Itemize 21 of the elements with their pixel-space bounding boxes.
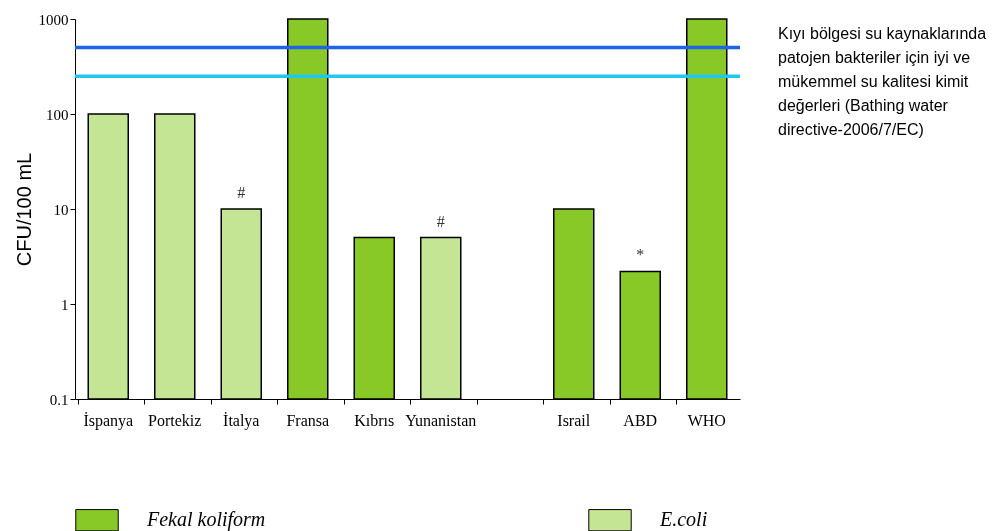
x-tick-label: Kıbrıs [354, 411, 395, 429]
y-tick-label: 1000 [38, 11, 69, 28]
legend-label: Fekal koliform [146, 508, 266, 531]
annotation: # [436, 212, 445, 230]
x-tick-label: Israil [557, 411, 591, 429]
annotation: # [237, 184, 246, 201]
annotation: * [636, 246, 645, 264]
x-tick-label: Portekiz [148, 411, 202, 429]
x-tick-label: Fransa [286, 411, 330, 429]
text: Kıyı bölgesi su kaynaklarında patojen bakteriler için iyi ve mükemmel su kalitesi kimit değerleri (Bathing water directive-2006/7/EC) [778, 24, 988, 140]
legend-label: E.coli [659, 508, 708, 531]
x-tick-label: Yunanistan [405, 411, 477, 429]
x-tick-label: İtalya [223, 411, 260, 430]
x-tick-label: WHO [687, 411, 726, 429]
x-tick-label: ABD [623, 411, 658, 429]
x-tick-label: İspanya [83, 411, 134, 430]
y-axis-title: CFU/100 mL [12, 152, 35, 267]
y-tick-label: 1 [61, 296, 69, 313]
y-tick-label: 10 [53, 201, 69, 218]
y-tick-label: 0.1 [49, 391, 69, 408]
y-tick-label: 100 [46, 106, 69, 123]
